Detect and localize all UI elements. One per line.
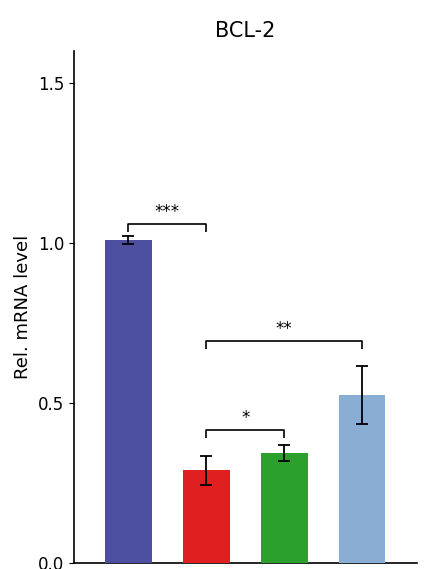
Text: ***: *** — [155, 203, 180, 221]
Bar — [339, 395, 385, 563]
Y-axis label: Rel. mRNA level: Rel. mRNA level — [14, 235, 32, 380]
Text: *: * — [241, 409, 250, 427]
Bar — [261, 453, 308, 563]
Title: BCL-2: BCL-2 — [215, 21, 276, 42]
Bar — [183, 471, 230, 563]
Text: **: ** — [276, 320, 293, 337]
Bar — [105, 240, 152, 563]
